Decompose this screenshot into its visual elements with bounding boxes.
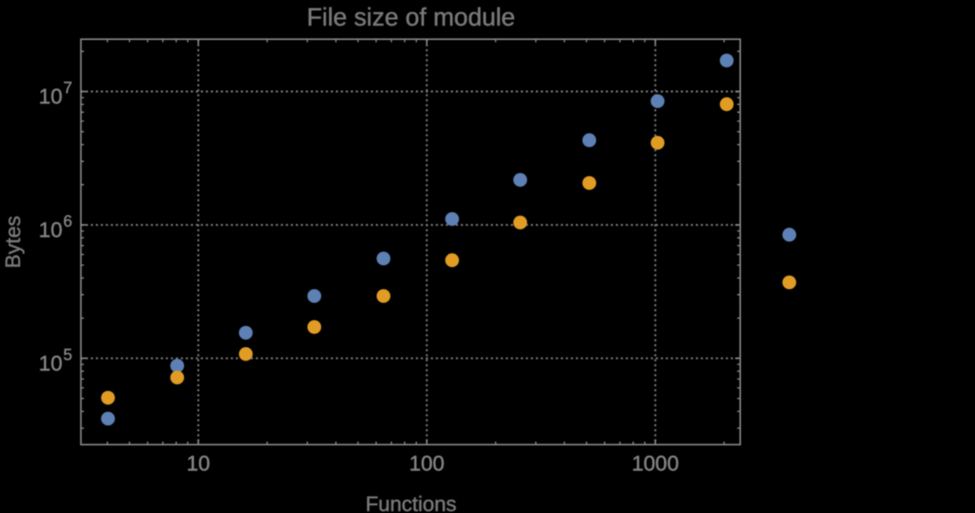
svg-text:1000: 1000 [632,453,679,476]
svg-text:7: 7 [63,79,72,97]
svg-text:10: 10 [187,453,211,476]
svg-text:6: 6 [63,213,72,231]
svg-text:Bytes: Bytes [2,216,25,269]
svg-text:100: 100 [409,453,444,476]
svg-text:5: 5 [63,346,72,364]
svg-text:10: 10 [39,86,63,109]
svg-text:Functions: Functions [365,493,456,513]
svg-text:10: 10 [39,219,63,242]
svg-text:10: 10 [39,352,63,375]
svg-text:File size of module: File size of module [307,3,515,31]
